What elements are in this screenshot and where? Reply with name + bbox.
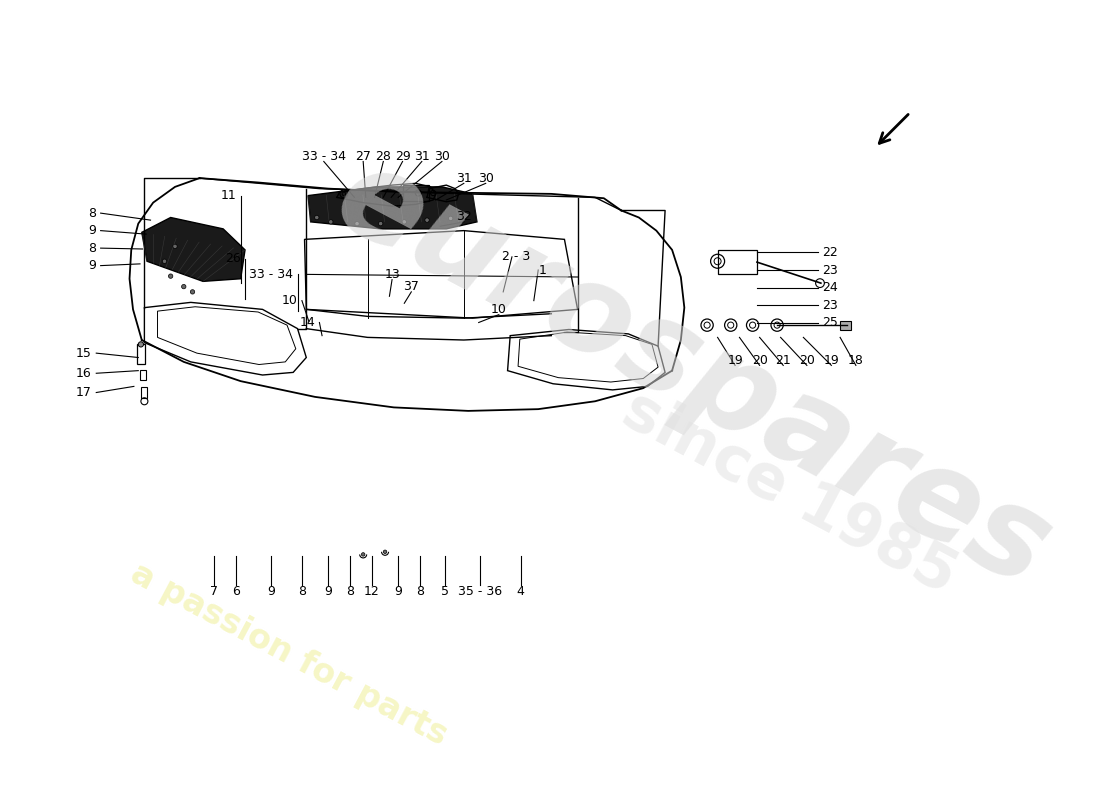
- Circle shape: [168, 274, 173, 278]
- Bar: [717, 250, 757, 274]
- Text: 13: 13: [384, 268, 400, 281]
- Text: 18: 18: [848, 354, 864, 366]
- Text: 35 - 36: 35 - 36: [458, 585, 502, 598]
- Text: 15: 15: [76, 346, 92, 360]
- Text: 8: 8: [88, 206, 97, 220]
- Text: 8: 8: [346, 585, 354, 598]
- Text: 19: 19: [824, 354, 839, 366]
- Text: 22: 22: [823, 246, 838, 259]
- Text: 37: 37: [404, 280, 419, 293]
- Text: 7: 7: [210, 585, 219, 598]
- Text: 5: 5: [441, 585, 449, 598]
- Circle shape: [139, 342, 143, 347]
- Bar: [840, 321, 850, 330]
- Text: 8: 8: [416, 585, 425, 598]
- Text: since 1985: since 1985: [613, 380, 967, 606]
- Bar: [403, 185, 429, 201]
- Text: 1: 1: [539, 263, 547, 277]
- Circle shape: [329, 220, 333, 224]
- Text: 4: 4: [517, 585, 525, 598]
- Text: 2 - 3: 2 - 3: [503, 250, 530, 263]
- Text: 9: 9: [88, 224, 97, 237]
- Text: 30: 30: [477, 172, 494, 185]
- Text: 23: 23: [823, 298, 838, 311]
- Polygon shape: [142, 218, 245, 282]
- Text: 33 - 34: 33 - 34: [250, 268, 294, 281]
- Text: 25: 25: [823, 316, 838, 329]
- Text: 33 - 34: 33 - 34: [301, 150, 345, 162]
- Text: 31: 31: [414, 150, 430, 162]
- Circle shape: [383, 550, 387, 554]
- Text: 9: 9: [324, 585, 332, 598]
- Text: eurospares: eurospares: [316, 135, 1070, 613]
- Text: 10: 10: [282, 294, 297, 307]
- Circle shape: [378, 222, 383, 226]
- Text: 23: 23: [823, 263, 838, 277]
- Circle shape: [163, 259, 167, 263]
- Text: 8: 8: [298, 585, 306, 598]
- Text: 30: 30: [434, 150, 450, 162]
- Circle shape: [182, 285, 186, 289]
- Circle shape: [403, 220, 407, 224]
- Text: 21: 21: [776, 354, 791, 366]
- Text: 24: 24: [823, 281, 838, 294]
- Text: 32: 32: [455, 210, 472, 223]
- Text: 14: 14: [299, 316, 315, 329]
- Text: 9: 9: [88, 259, 97, 272]
- Text: 26: 26: [224, 252, 241, 265]
- Text: 9: 9: [394, 585, 403, 598]
- Circle shape: [355, 222, 360, 226]
- Text: 20: 20: [751, 354, 768, 366]
- Bar: [136, 344, 145, 364]
- Text: 17: 17: [76, 386, 92, 399]
- Circle shape: [190, 290, 195, 294]
- Circle shape: [449, 216, 453, 221]
- Circle shape: [425, 218, 429, 222]
- Text: 10: 10: [491, 303, 507, 316]
- Circle shape: [173, 244, 177, 249]
- Text: 29: 29: [395, 150, 410, 162]
- Text: a passion for parts: a passion for parts: [124, 557, 453, 752]
- Bar: [141, 387, 147, 398]
- Text: 12: 12: [364, 585, 380, 598]
- Text: 8: 8: [88, 242, 97, 254]
- Text: 9: 9: [267, 585, 275, 598]
- Text: 19: 19: [727, 354, 742, 366]
- Circle shape: [315, 215, 319, 220]
- Text: 31: 31: [455, 172, 472, 185]
- Bar: [140, 370, 146, 380]
- Text: 6: 6: [232, 585, 240, 598]
- Circle shape: [362, 553, 365, 556]
- Polygon shape: [308, 187, 477, 229]
- Text: 16: 16: [76, 366, 92, 380]
- Text: 11: 11: [220, 189, 236, 202]
- Text: 20: 20: [799, 354, 815, 366]
- Text: 27: 27: [355, 150, 371, 162]
- Text: 28: 28: [375, 150, 392, 162]
